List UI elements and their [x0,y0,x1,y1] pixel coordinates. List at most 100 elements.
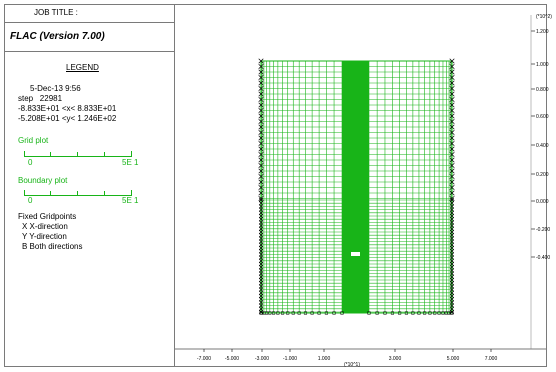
x-tick-label: -3.000 [255,356,269,362]
x-tick-label: -7.000 [197,356,211,362]
fixity-x-marker [258,258,264,263]
fixity-x-marker [449,277,455,283]
y-tick-label: -0.400 [536,255,550,261]
fixity-x-marker [258,207,264,212]
fixity-x-marker [258,195,264,202]
boundary-plot-scalebar [24,190,132,196]
fixity-x-marker [258,69,264,75]
fixity-x-marker [258,157,264,163]
fixity-x-marker [258,146,264,152]
fixity-x-marker [258,58,264,64]
fixity-x-marker [449,69,455,75]
job-title-row: JOB TITLE : [4,4,174,23]
fixity-b-marker [417,311,421,315]
fixity-x-marker [449,226,455,231]
fixity-x-marker [449,190,455,196]
boundary-plot-min: 0 [28,196,33,205]
y-tick-label: 0.800 [536,87,549,93]
fixity-x-marker [449,129,455,136]
fixity-x-marker [258,268,264,273]
legend-panel: JOB TITLE : FLAC (Version 7.00) LEGEND 5… [4,4,175,367]
fixity-x-marker [258,242,264,247]
y-axis-exponent: (*10^2) [536,14,552,20]
fixity-x-marker [258,277,264,283]
fixity-x-marker [258,107,264,114]
fixity-x-marker [258,233,264,238]
fixity-x-marker [449,268,455,273]
fixity-x-marker [449,179,455,185]
fixity-x-marker [449,58,455,64]
fixity-x-marker [258,173,264,180]
fixity-x-marker [258,255,264,260]
fixity-x-marker [449,85,455,92]
fixity-b-marker [324,311,328,315]
fixity-x-marker [258,261,264,267]
boundary-plot-max: 5E 1 [122,196,139,205]
fixity-x-marker [258,226,264,231]
fixity-x-marker [449,217,455,222]
y-tick-label: 0.000 [536,199,549,205]
fixity-b-marker [390,311,395,315]
fixity-b-marker [423,311,427,315]
grid-plot-max: 5E 1 [122,158,139,167]
fixity-x-marker [449,184,455,191]
fixity-x-marker [449,281,455,286]
x-tick-label: 5.000 [447,356,460,362]
fixity-x-marker [258,80,264,86]
fixity-x-marker [258,91,264,97]
fixity-x-marker [258,252,264,257]
y-tick-label: 0.200 [536,172,549,178]
fixity-b-marker [291,311,295,315]
fixity-x-marker [449,258,455,263]
legend-x-range: -8.833E+01 <x< 8.833E+01 [18,104,117,113]
fixity-b-marker [375,311,379,315]
fixity-x-marker [258,96,264,103]
fixity-x-marker [258,201,264,206]
fixity-x-marker [258,118,264,125]
fdm-grid-mesh [260,60,453,314]
fixity-b-marker [428,311,432,315]
fixity-x-marker [449,157,455,163]
fixity-b-item: B Both directions [22,242,83,251]
legend-date-time: 5-Dec-13 9:56 [30,84,81,93]
fixity-x-marker [449,303,455,308]
grid-plot-min: 0 [28,158,33,167]
fixity-b-marker [437,311,441,315]
fixity-b-marker [411,311,415,315]
legend-y-range: -5.208E+01 <y< 1.246E+02 [18,114,117,123]
fixity-x-marker [449,96,455,103]
fixity-x-marker [449,233,455,238]
fixity-x-marker [258,290,264,295]
fixity-x-marker [449,151,455,158]
fixity-b-marker [367,311,371,315]
fixity-x-marker [449,135,455,141]
fixity-x-marker [258,223,264,228]
fixity-x-marker [449,271,455,276]
fixity-x-marker [258,184,264,191]
fixity-x-marker [258,162,264,169]
fixity-x-marker [449,306,455,311]
fixity-x-marker [258,63,264,70]
fixity-b-marker [310,311,314,315]
fixity-x-marker [258,129,264,136]
fixity-b-marker [297,311,301,315]
fixity-x-marker [449,201,455,206]
fixity-x-marker [449,290,455,295]
fixity-x-marker [258,303,264,308]
fixity-x-marker [258,197,264,203]
fixity-b-marker [303,311,308,315]
fixity-x-marker [449,204,455,209]
fixity-x-marker [449,213,455,219]
program-version: FLAC (Version 7.00) [10,31,105,42]
fixity-x-marker [449,102,455,108]
legend-heading: LEGEND [66,63,99,72]
fixity-x-marker [449,249,455,254]
fixity-b-marker [383,311,387,315]
step-label: step [18,94,34,103]
fixity-x-marker [258,274,264,279]
fixity-x-marker [449,252,455,257]
fixity-x-item: X X-direction [22,222,68,231]
fixity-x-marker [258,102,264,108]
y-tick-label: 1.000 [536,62,549,68]
